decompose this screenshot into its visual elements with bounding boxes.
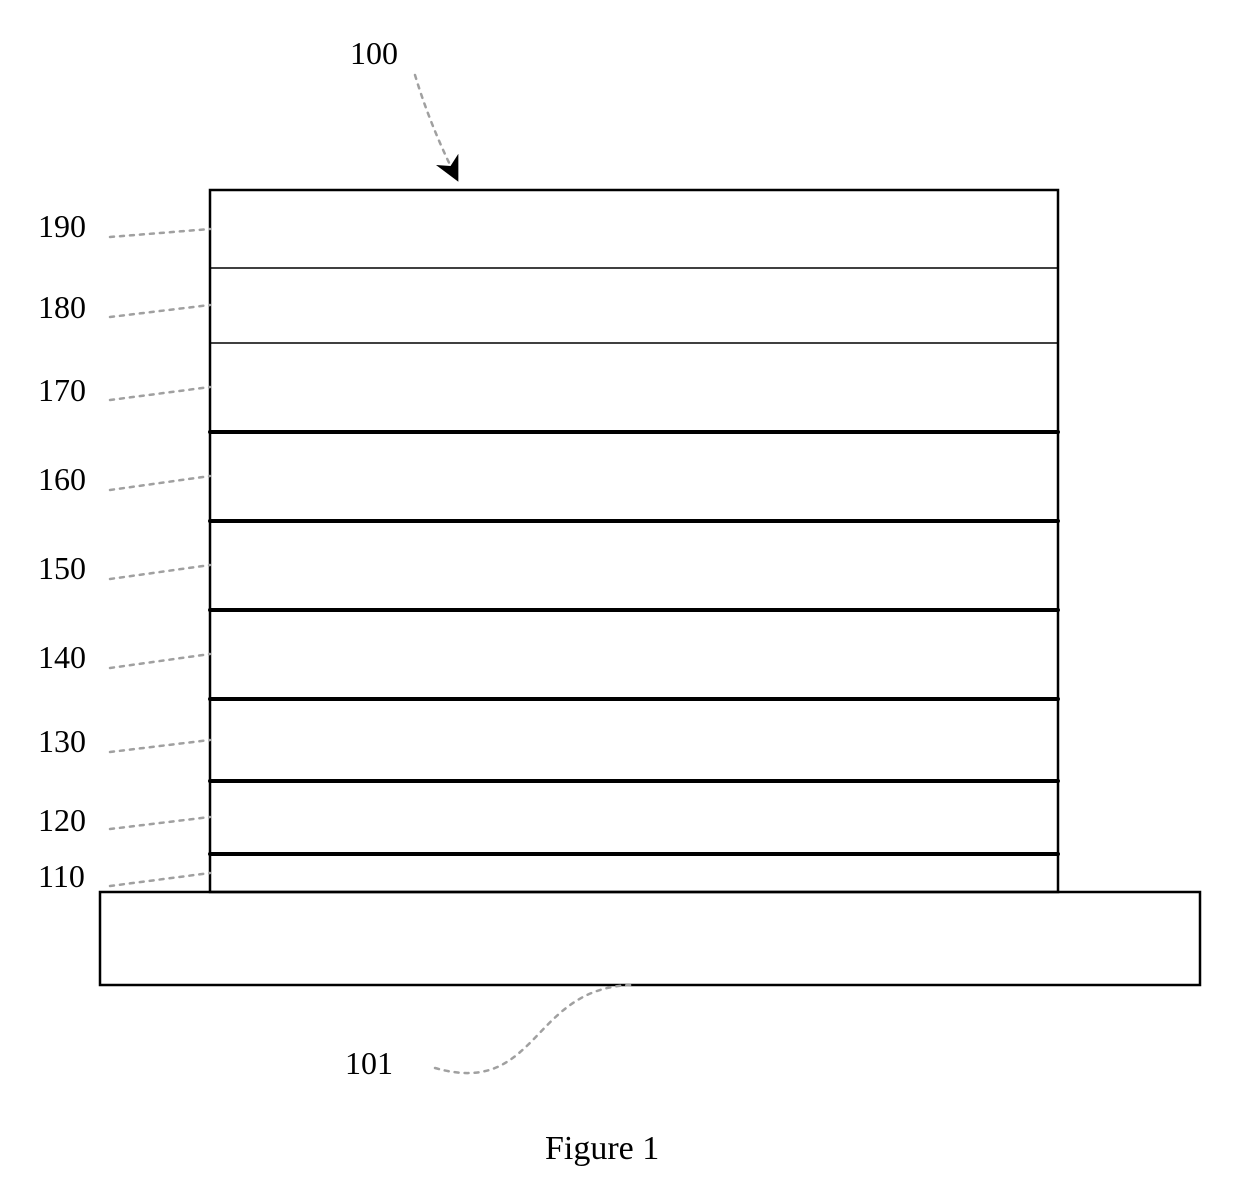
layer-label-140: 140	[38, 639, 86, 676]
assembly-label-100: 100	[350, 35, 398, 72]
layer-label-190: 190	[38, 208, 86, 245]
figure-svg	[0, 0, 1240, 1204]
layer-label-180: 180	[38, 289, 86, 326]
layer-label-160: 160	[38, 461, 86, 498]
substrate-label-101: 101	[345, 1045, 393, 1082]
layer-label-150: 150	[38, 550, 86, 587]
layer-label-110: 110	[38, 858, 85, 895]
layer-label-170: 170	[38, 372, 86, 409]
layer-label-130: 130	[38, 723, 86, 760]
layer-label-120: 120	[38, 802, 86, 839]
figure-caption: Figure 1	[545, 1130, 659, 1168]
